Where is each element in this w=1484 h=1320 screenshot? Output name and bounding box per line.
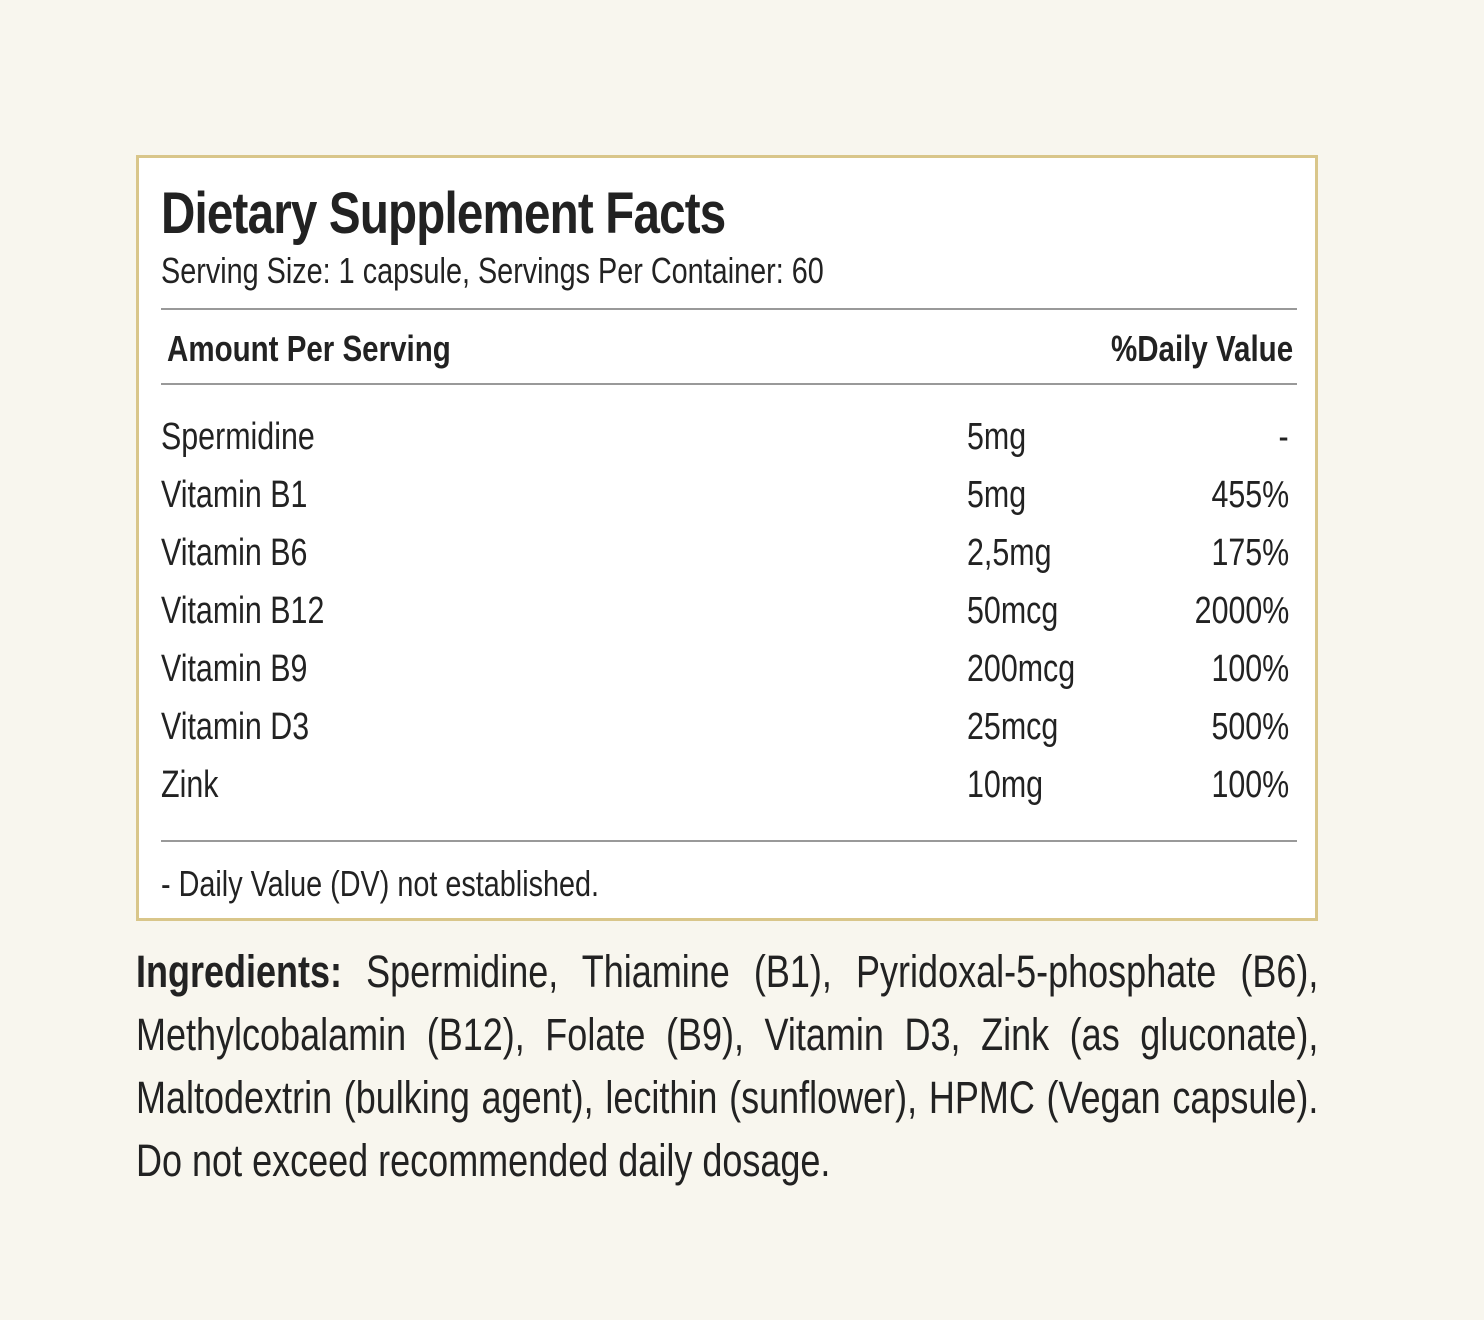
nutrient: Vitamin B9 — [161, 648, 308, 690]
daily-value: 500% — [1211, 706, 1289, 748]
amount: 5mg — [967, 474, 1027, 516]
amount: 25mcg — [967, 706, 1059, 748]
daily-value: 175% — [1211, 532, 1289, 574]
daily-value: 100% — [1211, 764, 1289, 806]
row: Vitamin B6 2,5mg 175% — [161, 532, 1289, 590]
nutrient: Spermidine — [161, 416, 315, 458]
nutrient: Vitamin B1 — [161, 474, 308, 516]
amount: 2,5mg — [967, 532, 1052, 574]
row: Vitamin B12 50mcg 2000% — [161, 590, 1289, 648]
amount: 50mcg — [967, 590, 1059, 632]
dv-header: %Daily Value — [1110, 328, 1293, 369]
daily-value: 2000% — [1194, 590, 1289, 632]
rule — [161, 308, 1297, 310]
row: Zink 10mg 100% — [161, 764, 1289, 822]
row: Vitamin D3 25mcg 500% — [161, 706, 1289, 764]
amount: 5mg — [967, 416, 1027, 458]
nutrient: Zink — [161, 764, 219, 806]
nutrient: Vitamin B6 — [161, 532, 308, 574]
row: Spermidine 5mg - — [161, 416, 1289, 474]
nutrient: Vitamin D3 — [161, 706, 310, 748]
daily-value: 100% — [1211, 648, 1289, 690]
rule — [161, 840, 1297, 842]
amount: 200mcg — [967, 648, 1076, 690]
ingredients-text: Spermidine, Thiamine (B1), Pyridoxal-5-p… — [136, 946, 1319, 1186]
rule — [161, 383, 1297, 385]
facts-panel: Dietary Supplement Facts Serving Size: 1… — [136, 155, 1318, 921]
amount-header: Amount Per Serving — [167, 328, 451, 369]
row: Vitamin B1 5mg 455% — [161, 474, 1289, 532]
ingredients-label: Ingredients: — [136, 946, 343, 997]
title: Dietary Supplement Facts — [161, 181, 726, 246]
daily-value: - — [1278, 416, 1289, 458]
ingredients: Ingredients: Spermidine, Thiamine (B1), … — [136, 940, 1318, 1192]
footnote: - Daily Value (DV) not established. — [161, 863, 600, 904]
amount: 10mg — [967, 764, 1044, 806]
row: Vitamin B9 200mcg 100% — [161, 648, 1289, 706]
serving: Serving Size: 1 capsule, Servings Per Co… — [161, 250, 824, 291]
daily-value: 455% — [1211, 474, 1289, 516]
nutrient: Vitamin B12 — [161, 590, 325, 632]
